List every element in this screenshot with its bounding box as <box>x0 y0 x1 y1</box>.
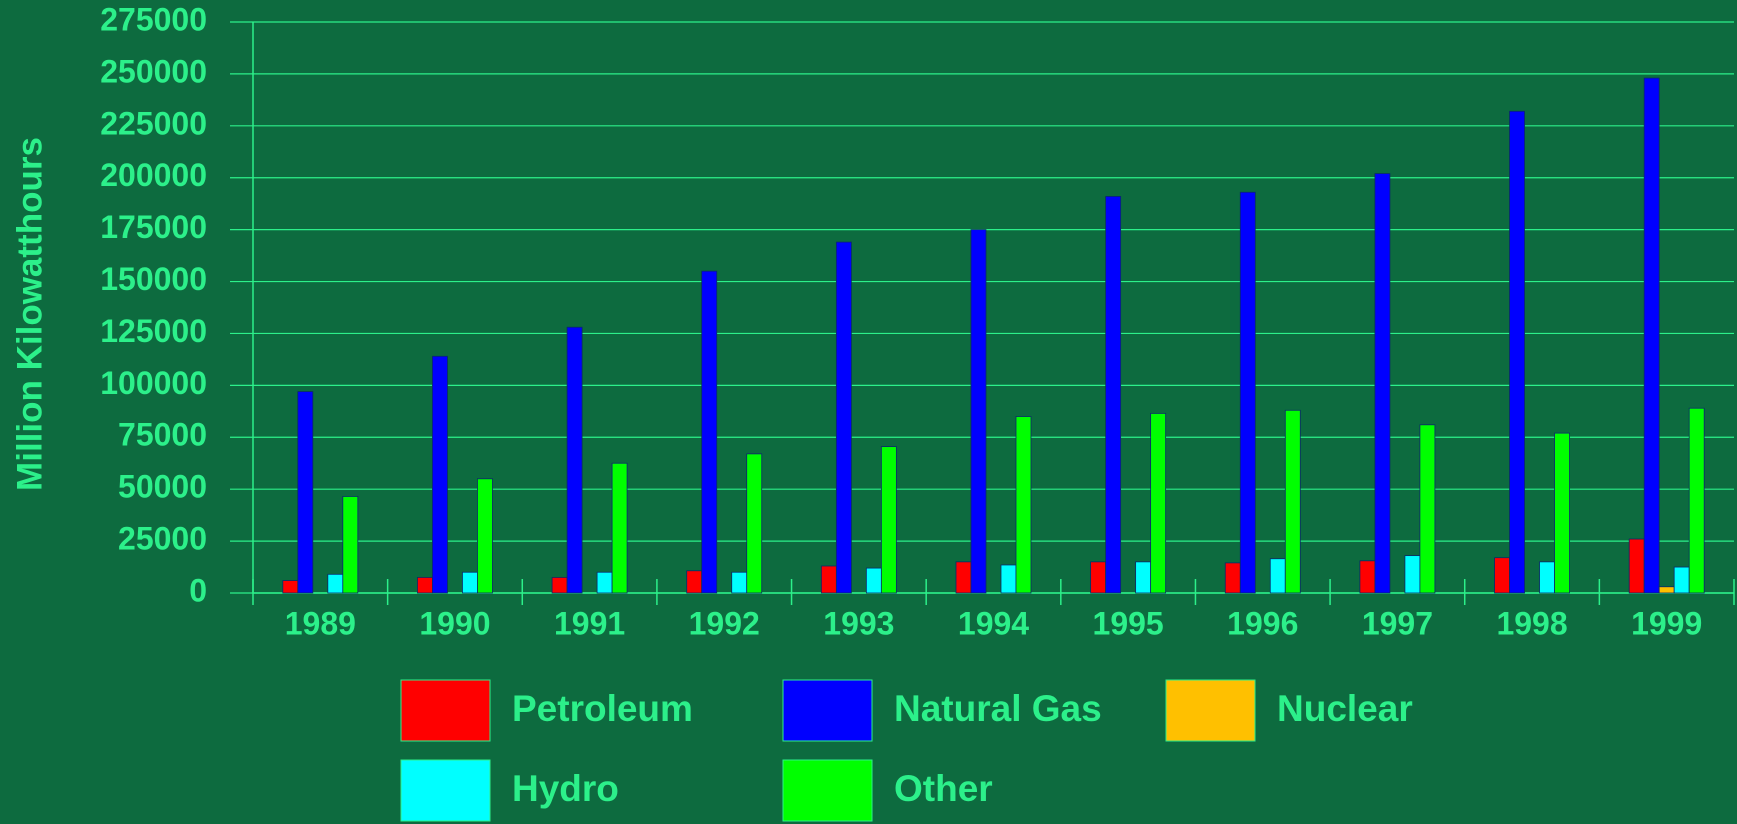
x-tick-label: 1999 <box>1631 605 1702 641</box>
legend-swatch <box>782 759 873 822</box>
bar <box>282 580 299 594</box>
legend-label: Petroleum <box>512 688 693 729</box>
y-tick-label: 125000 <box>100 313 207 349</box>
bar <box>1239 191 1256 594</box>
bar <box>746 453 763 594</box>
legend-swatch <box>1165 679 1256 742</box>
x-tick-label: 1996 <box>1227 605 1298 641</box>
x-tick-label: 1989 <box>285 605 356 641</box>
legend-label: Other <box>894 768 993 809</box>
bar <box>1539 561 1555 594</box>
bar <box>462 571 478 594</box>
x-tick-label: 1994 <box>958 605 1029 641</box>
bar <box>1284 409 1301 594</box>
x-tick-label: 1991 <box>554 605 625 641</box>
bar <box>1554 432 1570 594</box>
x-tick-label: 1990 <box>419 605 490 641</box>
legend-label: Natural Gas <box>894 688 1102 729</box>
y-tick-label: 150000 <box>100 261 207 297</box>
bar <box>1688 407 1705 594</box>
y-tick-label: 275000 <box>100 1 207 37</box>
bar <box>342 496 359 594</box>
legend-swatch <box>400 759 491 822</box>
bar <box>611 462 628 594</box>
bar <box>865 567 882 594</box>
legend-label: Hydro <box>512 768 619 809</box>
legend-swatch <box>782 679 873 742</box>
bar <box>701 270 718 594</box>
bar <box>1105 196 1122 594</box>
bar <box>1359 560 1376 594</box>
y-tick-label: 50000 <box>118 469 207 505</box>
y-tick-label: 25000 <box>118 521 207 557</box>
bar <box>1673 566 1690 594</box>
x-tick-label: 1995 <box>1093 605 1164 641</box>
bar <box>731 571 748 594</box>
bar <box>880 446 897 594</box>
bar <box>835 241 852 594</box>
y-tick-label: 175000 <box>100 209 207 245</box>
bar <box>566 326 583 594</box>
x-tick-label: 1992 <box>689 605 760 641</box>
bar <box>1015 416 1032 594</box>
bar <box>820 565 837 594</box>
bar <box>1000 564 1017 594</box>
bar <box>1658 586 1675 594</box>
x-tick-label: 1993 <box>823 605 894 641</box>
y-tick-label: 250000 <box>100 53 207 89</box>
bar <box>970 229 987 594</box>
legend-label: Nuclear <box>1277 688 1413 729</box>
y-tick-label: 225000 <box>100 105 207 141</box>
bar <box>1374 173 1391 594</box>
bar <box>1419 424 1436 594</box>
bar <box>1135 561 1152 594</box>
bar <box>1494 557 1510 594</box>
x-tick-label: 1998 <box>1496 605 1567 641</box>
bar <box>327 573 344 594</box>
y-axis-label: Million Kilowatthours <box>10 137 49 491</box>
bar <box>1628 538 1645 594</box>
bar <box>1224 562 1241 594</box>
bar <box>1150 412 1167 594</box>
bar <box>1643 77 1660 594</box>
y-tick-label: 75000 <box>118 417 207 453</box>
bar <box>596 571 613 594</box>
bar <box>477 478 493 594</box>
bar <box>1090 561 1107 594</box>
bar <box>1269 558 1286 594</box>
bar <box>955 561 972 594</box>
bar <box>432 355 448 594</box>
bar <box>417 577 433 594</box>
y-tick-label: 200000 <box>100 157 207 193</box>
bar <box>1509 110 1525 594</box>
legend-swatch <box>400 679 491 742</box>
bar <box>551 577 568 594</box>
y-tick-label: 100000 <box>100 365 207 401</box>
y-tick-label: 0 <box>189 572 207 608</box>
bar <box>686 570 703 594</box>
bar <box>1404 555 1421 594</box>
bar <box>297 391 314 594</box>
x-tick-label: 1997 <box>1362 605 1433 641</box>
